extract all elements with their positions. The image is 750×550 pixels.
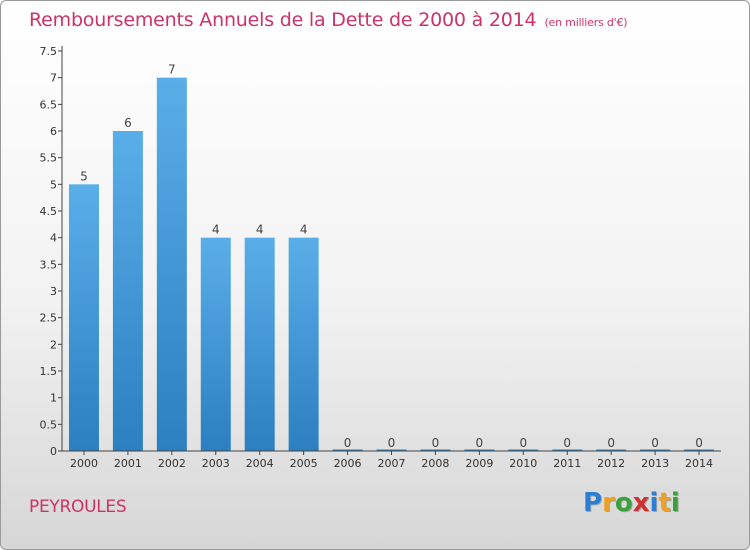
data-label: 4: [300, 223, 308, 237]
x-tick-label: 2002: [158, 457, 186, 470]
y-axis: 0 0.5 1 1.5 2 2.5 3 3.5 4 4.5 5 5.5 6 6.5 7 7.5: [40, 45, 63, 458]
y-tick-label: 4.5: [40, 205, 58, 218]
y-tick-label: 3.5: [40, 258, 58, 271]
logo-letter: i: [649, 488, 659, 518]
data-label: 0: [344, 436, 352, 450]
y-tick-label: 7: [50, 72, 57, 85]
x-tick-label: 2010: [509, 457, 537, 470]
bar: [596, 449, 627, 451]
logo-letter: t: [658, 488, 671, 518]
bar: [332, 449, 363, 451]
y-tick-label: 5.5: [40, 152, 58, 165]
x-tick-label: 2009: [465, 457, 493, 470]
bar: [552, 449, 583, 451]
y-tick-label: 6: [50, 125, 57, 138]
x-tick-label: 2014: [685, 457, 713, 470]
chart-subtitle: (en milliers d'€): [544, 16, 628, 29]
y-tick-label: 3: [50, 285, 57, 298]
y-tick-label: 1: [50, 392, 57, 405]
x-tick-label: 2007: [378, 457, 406, 470]
x-tick-label: 2011: [553, 457, 581, 470]
bar: [156, 77, 187, 452]
logo-letter: x: [632, 488, 650, 518]
bar: [376, 449, 407, 451]
x-tick-label: 2003: [202, 457, 230, 470]
y-tick-label: 2: [50, 338, 57, 351]
x-tick-label: 2012: [597, 457, 625, 470]
bar: [288, 237, 319, 451]
x-tick-label: 2005: [290, 457, 318, 470]
bars: 5 6 7 4 4 4 0 0 0 0 0 0 0 0 0: [68, 63, 715, 452]
logo-letter: i: [670, 488, 680, 518]
data-label: 0: [695, 436, 703, 450]
y-tick-label: 5: [50, 178, 57, 191]
bar: [112, 131, 143, 451]
data-label: 4: [256, 223, 264, 237]
data-label: 4: [212, 223, 220, 237]
x-tick-label: 2004: [246, 457, 274, 470]
bar: [200, 237, 231, 451]
data-label: 0: [607, 436, 615, 450]
x-tick-label: 2008: [421, 457, 449, 470]
data-label: 0: [519, 436, 527, 450]
y-tick-label: 0: [50, 445, 57, 458]
data-label: 0: [476, 436, 484, 450]
x-tick-label: 2001: [114, 457, 142, 470]
data-label: 0: [651, 436, 659, 450]
data-label: 0: [432, 436, 440, 450]
x-axis: 2000 2001 2002 2003 2004 2005 2006 2007 2008 2009…: [62, 450, 721, 470]
data-label: 5: [80, 169, 88, 183]
x-tick-label: 2000: [70, 457, 98, 470]
data-label: 7: [168, 63, 176, 77]
title-text: Remboursements Annuels de la Dette de 20…: [29, 9, 537, 31]
data-label: 0: [563, 436, 571, 450]
commune-name: PEYROULES: [29, 497, 127, 517]
data-label: 0: [388, 436, 396, 450]
bar: [420, 449, 451, 451]
logo-letter: P: [583, 488, 603, 518]
x-tick-label: 2006: [334, 457, 362, 470]
bar: [464, 449, 495, 451]
y-tick-label: 4: [50, 232, 57, 245]
proxiti-logo[interactable]: Proxiti: [583, 488, 680, 518]
y-tick-label: 7.5: [40, 45, 58, 58]
logo-letter: r: [602, 488, 615, 518]
bar: [684, 449, 715, 451]
y-tick-label: 1.5: [40, 365, 58, 378]
chart-title: Remboursements Annuels de la Dette de 20…: [29, 9, 628, 31]
bar: [68, 184, 99, 452]
bar: [640, 449, 671, 451]
y-tick-label: 2.5: [40, 312, 58, 325]
data-label: 6: [124, 116, 132, 130]
logo-letter: o: [614, 488, 633, 518]
bar: [244, 237, 275, 451]
y-tick-label: 6.5: [40, 98, 58, 111]
bar: [508, 449, 539, 451]
x-tick-label: 2013: [641, 457, 669, 470]
y-tick-label: 0.5: [40, 418, 58, 431]
